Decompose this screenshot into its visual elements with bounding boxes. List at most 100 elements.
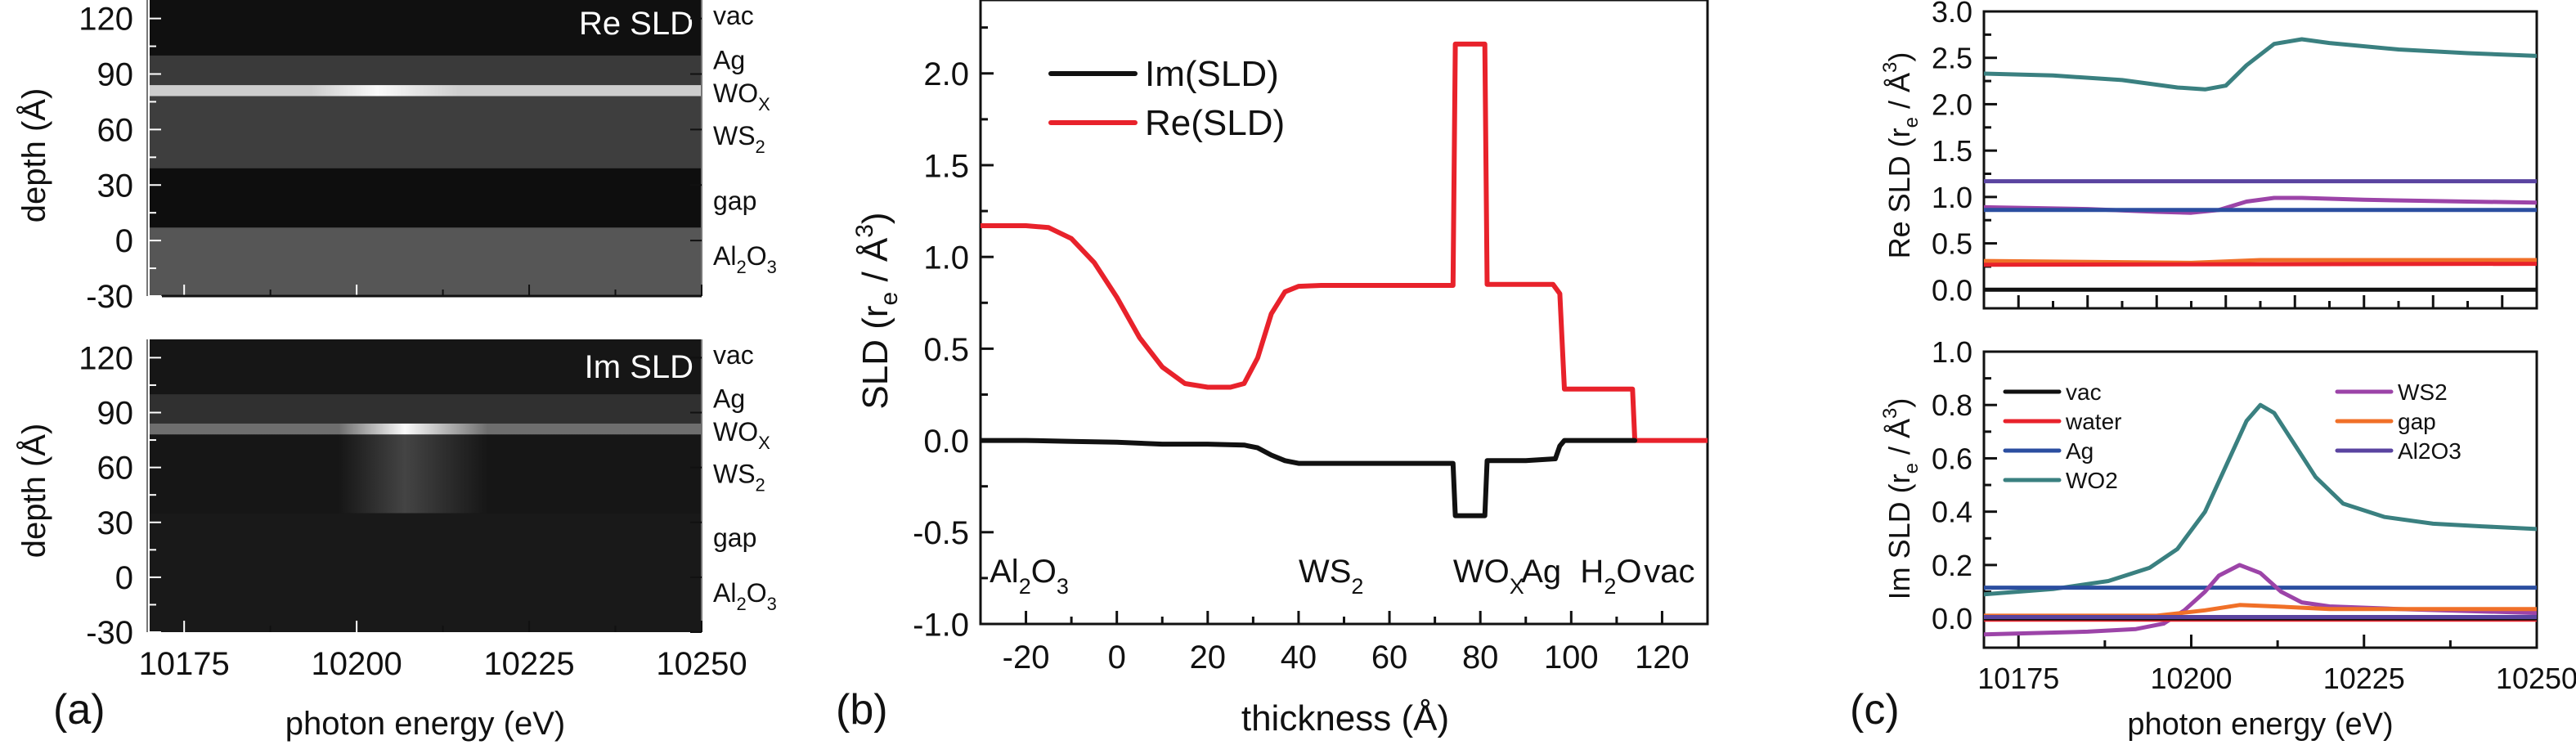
layer-label: vac [713, 340, 754, 370]
y-axis-label: depth (Å) [16, 424, 52, 559]
axes: 120 90 60 30 0 -30 [79, 0, 702, 315]
y-tick-label: 0 [115, 223, 133, 259]
y-tick-label: 0.0 [1932, 602, 1972, 635]
y-axis-label: depth (Å) [16, 88, 52, 223]
layer-annotation: Al2O3 [990, 554, 1069, 599]
series [1984, 37, 2537, 292]
y-tick-label: 0.4 [1932, 496, 1972, 529]
heatmap-title: Re SLD [579, 6, 693, 42]
heatmap-bands [150, 0, 702, 296]
layer-label: Al2O3 [713, 578, 777, 614]
series-line-gap [1984, 258, 2537, 265]
y-tick-label: 120 [79, 2, 133, 38]
y-tick-label: 0.8 [1932, 388, 1972, 422]
heatmap-band [150, 85, 702, 96]
heatmap-band [150, 434, 702, 514]
x-tick-label: 10175 [1977, 662, 2059, 695]
y-tick-label: 120 [79, 340, 133, 376]
y-tick-label: 1.5 [1932, 134, 1972, 168]
x-tick-label: -20 [1003, 640, 1050, 675]
y-tick-label: 90 [97, 57, 134, 93]
legend-label: WO2 [2066, 468, 2118, 493]
panel-b-sld-profile: 2.0 1.5 1.0 0.5 0.0 -0.5 -1.0 -20 0 20 40 60 80 100 12… [836, 0, 1709, 738]
series-line-re-sld- [981, 41, 1708, 443]
layer-label: Al2O3 [713, 241, 777, 277]
x-tick-label: 120 [1635, 640, 1690, 675]
series-line-im-sld- [981, 438, 1638, 518]
y-tick-label: 1.0 [1932, 181, 1972, 214]
panel-label-b: (b) [836, 686, 888, 734]
layer-annotation: WOX [1453, 554, 1524, 599]
layer-label: gap [713, 523, 756, 553]
layer-label: gap [713, 186, 756, 215]
y-axis-label: Im SLD (re / Å3) [1879, 398, 1923, 600]
y-tick-label: 60 [97, 112, 134, 148]
x-tick-label: 60 [1371, 640, 1408, 675]
heatmap-band [150, 227, 702, 296]
series [1984, 402, 2537, 637]
legend-label: WS2 [2398, 379, 2448, 405]
plot-frame [1982, 350, 2538, 649]
layer-labels: vac Ag WOX WS2 gap Al2O3 [713, 1, 777, 277]
x-tick-label: 10250 [656, 646, 747, 682]
y-tick-label: 0.6 [1932, 442, 1972, 475]
y-axis-label: Re SLD (re / Å3) [1879, 52, 1923, 259]
plot-frame [979, 0, 1709, 626]
y-axis-label: SLD (re / Å3) [851, 212, 903, 409]
y-tick-label: 0.5 [923, 332, 969, 368]
x-axis-label: photon energy (eV) [2127, 707, 2393, 742]
legend-label: Im(SLD) [1145, 54, 1279, 94]
series-line-wo2 [1984, 37, 2537, 92]
y-tick-label: 30 [97, 505, 134, 541]
x-tick-label: 80 [1462, 640, 1499, 675]
x-tick-label: 10225 [2323, 662, 2405, 695]
heatmap-band [150, 96, 702, 168]
y-tick-label: 1.0 [923, 240, 969, 276]
layer-label: Ag [713, 384, 745, 414]
y-tick-label: 2.0 [923, 56, 969, 92]
heatmap-band [150, 394, 702, 424]
legend: vac water Ag WO2 WS2 gap Al2O3 [2003, 379, 2462, 493]
legend-label: Re(SLD) [1145, 103, 1285, 143]
y-tick-label: -1.0 [913, 607, 969, 643]
heatmap-band [150, 513, 702, 632]
panel-a-re-sld-heatmap: Re SLD 120 90 60 30 0 -30 depth (Å) vac Ag WOX W… [16, 0, 777, 315]
layer-annotation: vac [1644, 554, 1694, 590]
x-axis-label: thickness (Å) [1241, 698, 1449, 738]
legend-label: water [2065, 409, 2121, 434]
y-tick-label: 60 [97, 451, 134, 487]
y-tick-label: 0.0 [1932, 273, 1972, 307]
legend: Im(SLD) Re(SLD) [1048, 54, 1285, 143]
y-tick-label: 30 [97, 168, 134, 204]
x-tick-label: 10200 [2150, 662, 2232, 695]
layer-label: WOX [713, 417, 770, 453]
x-tick-label: 10200 [312, 646, 402, 682]
heatmap-band [150, 339, 702, 395]
y-tick-label: 0 [115, 560, 133, 596]
axes: 3.0 2.5 2.0 1.5 1.0 0.5 0.0 [1932, 0, 2538, 310]
y-tick-label: 0.5 [1932, 227, 1972, 261]
series-line-water [1984, 262, 2537, 267]
y-tick-label: 2.0 [1932, 88, 1972, 121]
legend-label: Al2O3 [2398, 438, 2462, 464]
heatmap-band [150, 168, 702, 228]
svg-text:Im SLD (re / Å3): Im SLD (re / Å3) [1879, 398, 1923, 600]
series-line-wo2 [1984, 402, 2537, 597]
y-tick-label: 0.0 [923, 424, 969, 460]
x-tick-label: 10175 [139, 646, 230, 682]
series-line-ws2 [1984, 563, 2537, 637]
y-tick-label: -0.5 [913, 515, 969, 551]
layer-label: Ag [713, 45, 745, 74]
layer-label: vac [713, 1, 754, 30]
svg-text:Re SLD (re / Å3): Re SLD (re / Å3) [1879, 52, 1923, 259]
panel-label-a: (a) [53, 686, 105, 734]
panel-c-re-sld-vs-energy: 3.0 2.5 2.0 1.5 1.0 0.5 0.0 Re SLD (re / Å3) [1879, 0, 2538, 310]
x-tick-label: 20 [1190, 640, 1227, 675]
layer-label: WS2 [713, 121, 765, 157]
x-tick-label: 10225 [483, 646, 574, 682]
